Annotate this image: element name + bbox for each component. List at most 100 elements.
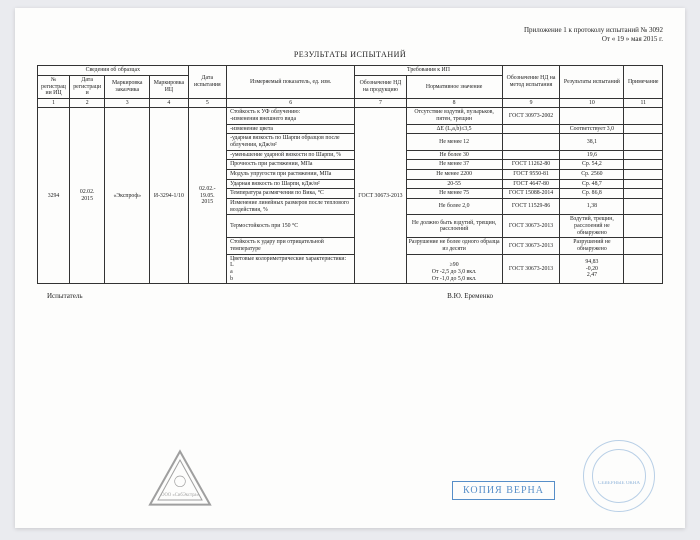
cell-param: -ударная вязкость по Шарпи образцов посл… [227,134,355,150]
cell-nd-product: ГОСТ 30673-2013 [355,108,406,284]
th-c3: Маркировка заказчика [105,75,150,98]
th-c4: Маркировка ИЦ [150,75,188,98]
cell-res: Вздутий, трещин, расслоений не обнаружен… [560,215,624,238]
tester-label: Испытатель [47,292,83,300]
cell-res: Разрушений не обнаружено [560,238,624,254]
cell-note [624,170,663,180]
cell-nd: ГОСТ 30673-2013 [502,254,560,284]
page-title: РЕЗУЛЬТАТЫ ИСПЫТАНИЙ [37,50,663,59]
th-n6: 6 [227,98,355,108]
cell-res: Соответствует 3,0 [560,124,624,134]
cell-note [624,254,663,284]
cell-res: Ср. 54,2 [560,160,624,170]
th-n4: 4 [150,98,188,108]
cell-norm: ≥90 От -2,5 до 3,0 вкл. От -1,0 до 5,0 в… [406,254,502,284]
cell-norm: Не более 2,0 [406,199,502,215]
document-page: Приложение 1 к протоколу испытаний № 309… [15,8,685,528]
cell-res: Ср. 86,8 [560,189,624,199]
cell-note [624,238,663,254]
cell-nd: ГОСТ 30673-2013 [502,215,560,238]
header-line1: Приложение 1 к протоколу испытаний № 309… [37,26,663,35]
th-c1: № регистрации ИЦ [38,75,70,98]
cell-norm: Отсутствие вздутий, пузырьков, пятен, тр… [406,108,502,124]
th-c2: Дата регистрации [70,75,105,98]
cell-nd: ГОСТ 30673-2013 [502,238,560,254]
cell-note [624,160,663,170]
cell-param: Температура размягчения по Вика, °С [227,189,355,199]
round-stamp [583,440,655,512]
cell-norm: 20-55 [406,179,502,189]
signature-name: В.Ю. Еременко [447,292,493,300]
cell-res: Ср. 2560 [560,170,624,180]
cell-note [624,124,663,134]
cell-res: 1,38 [560,199,624,215]
cell-nd [502,134,560,150]
cell-reg_date: 02.02. 2015 [70,108,105,284]
cell-param: Термостойкость при 150 °С [227,215,355,238]
cell-note [624,215,663,238]
th-n11: 11 [624,98,663,108]
cell-res [560,108,624,124]
cell-test_date: 02.02.- 19.05. 2015 [188,108,226,284]
cell-nd: ГОСТ 15088-2014 [502,189,560,199]
cell-norm: Не менее 12 [406,134,502,150]
th-results: Результаты испытаний [560,66,624,99]
th-note: Примечание [624,66,663,99]
results-table: Сведения об образцах Дата испытания Изме… [37,65,663,284]
cell-ic_mark: И-3294-1/10 [150,108,188,284]
th-n1: 1 [38,98,70,108]
cell-note [624,134,663,150]
th-nd-method: Обозначение НД на метод испытания [502,66,560,99]
cell-nd: ГОСТ 11262-80 [502,160,560,170]
th-grp-samples: Сведения об образцах [38,66,189,76]
th-n3: 3 [105,98,150,108]
cell-norm: Не менее 75 [406,189,502,199]
cell-res: Ср. 48,7 [560,179,624,189]
table-body: 329402.02. 2015«Экспроф»И-3294-1/1002.02… [38,108,663,284]
th-test-date: Дата испытания [188,66,226,99]
cell-norm: Не более 30 [406,150,502,160]
cell-norm: Не менее 37 [406,160,502,170]
footer-row: Испытатель В.Ю. Еременко [37,292,663,300]
th-n2: 2 [70,98,105,108]
cell-norm: Разрушение не более одного образца из де… [406,238,502,254]
svg-text:ООО «СибЭкстра»: ООО «СибЭкстра» [161,493,199,498]
cell-note [624,108,663,124]
cell-nd: ГОСТ 9550-81 [502,170,560,180]
cell-nd: ГОСТ 11529-86 [502,199,560,215]
table-row: 329402.02. 2015«Экспроф»И-3294-1/1002.02… [38,108,663,124]
th-n10: 10 [560,98,624,108]
cell-reg_no: 3294 [38,108,70,284]
cell-norm: ΔE (L,a,b)≤3,5 [406,124,502,134]
triangle-stamp: ООО «СибЭкстра» [145,448,215,508]
cell-res: 94,83 -0,20 2,47 [560,254,624,284]
th-n9: 9 [502,98,560,108]
cell-norm: Не менее 2200 [406,170,502,180]
cell-param: Стойкость к удару при отрицательной темп… [227,238,355,254]
copy-stamp: КОПИЯ ВЕРНА [452,481,555,500]
cell-nd: ГОСТ 30973-2002 [502,108,560,124]
th-n5: 5 [188,98,226,108]
th-n7: 7 [355,98,406,108]
cell-nd [502,150,560,160]
round-stamp-text: СЕВЕРНЫЕ ОКНА [595,481,643,487]
cell-nd: ГОСТ 4647-80 [502,179,560,189]
cell-res: 38,1 [560,134,624,150]
cell-param: Стойкость к УФ облучению: -изменения вне… [227,108,355,124]
th-param: Измеряемый показатель, ед. изм. [227,66,355,99]
cell-note [624,179,663,189]
cell-param: -уменьшение ударной вязкости по Шарпи, % [227,150,355,160]
th-c7: Обозначение НД на продукцию [355,75,406,98]
cell-param: Модуль упругости при растяжении, МПа [227,170,355,180]
cell-note [624,189,663,199]
cell-customer_mark: «Экспроф» [105,108,150,284]
cell-param: Изменение линейных размеров после теплов… [227,199,355,215]
cell-param: -изменение цвета [227,124,355,134]
cell-note [624,150,663,160]
header-block: Приложение 1 к протоколу испытаний № 309… [37,26,663,44]
cell-res: 19,6 [560,150,624,160]
cell-nd [502,124,560,134]
cell-param: Ударная вязкость по Шарпи, кДж/м² [227,179,355,189]
th-grp-req: Требования к ИП [355,66,502,76]
th-c8: Нормативное значение [406,75,502,98]
